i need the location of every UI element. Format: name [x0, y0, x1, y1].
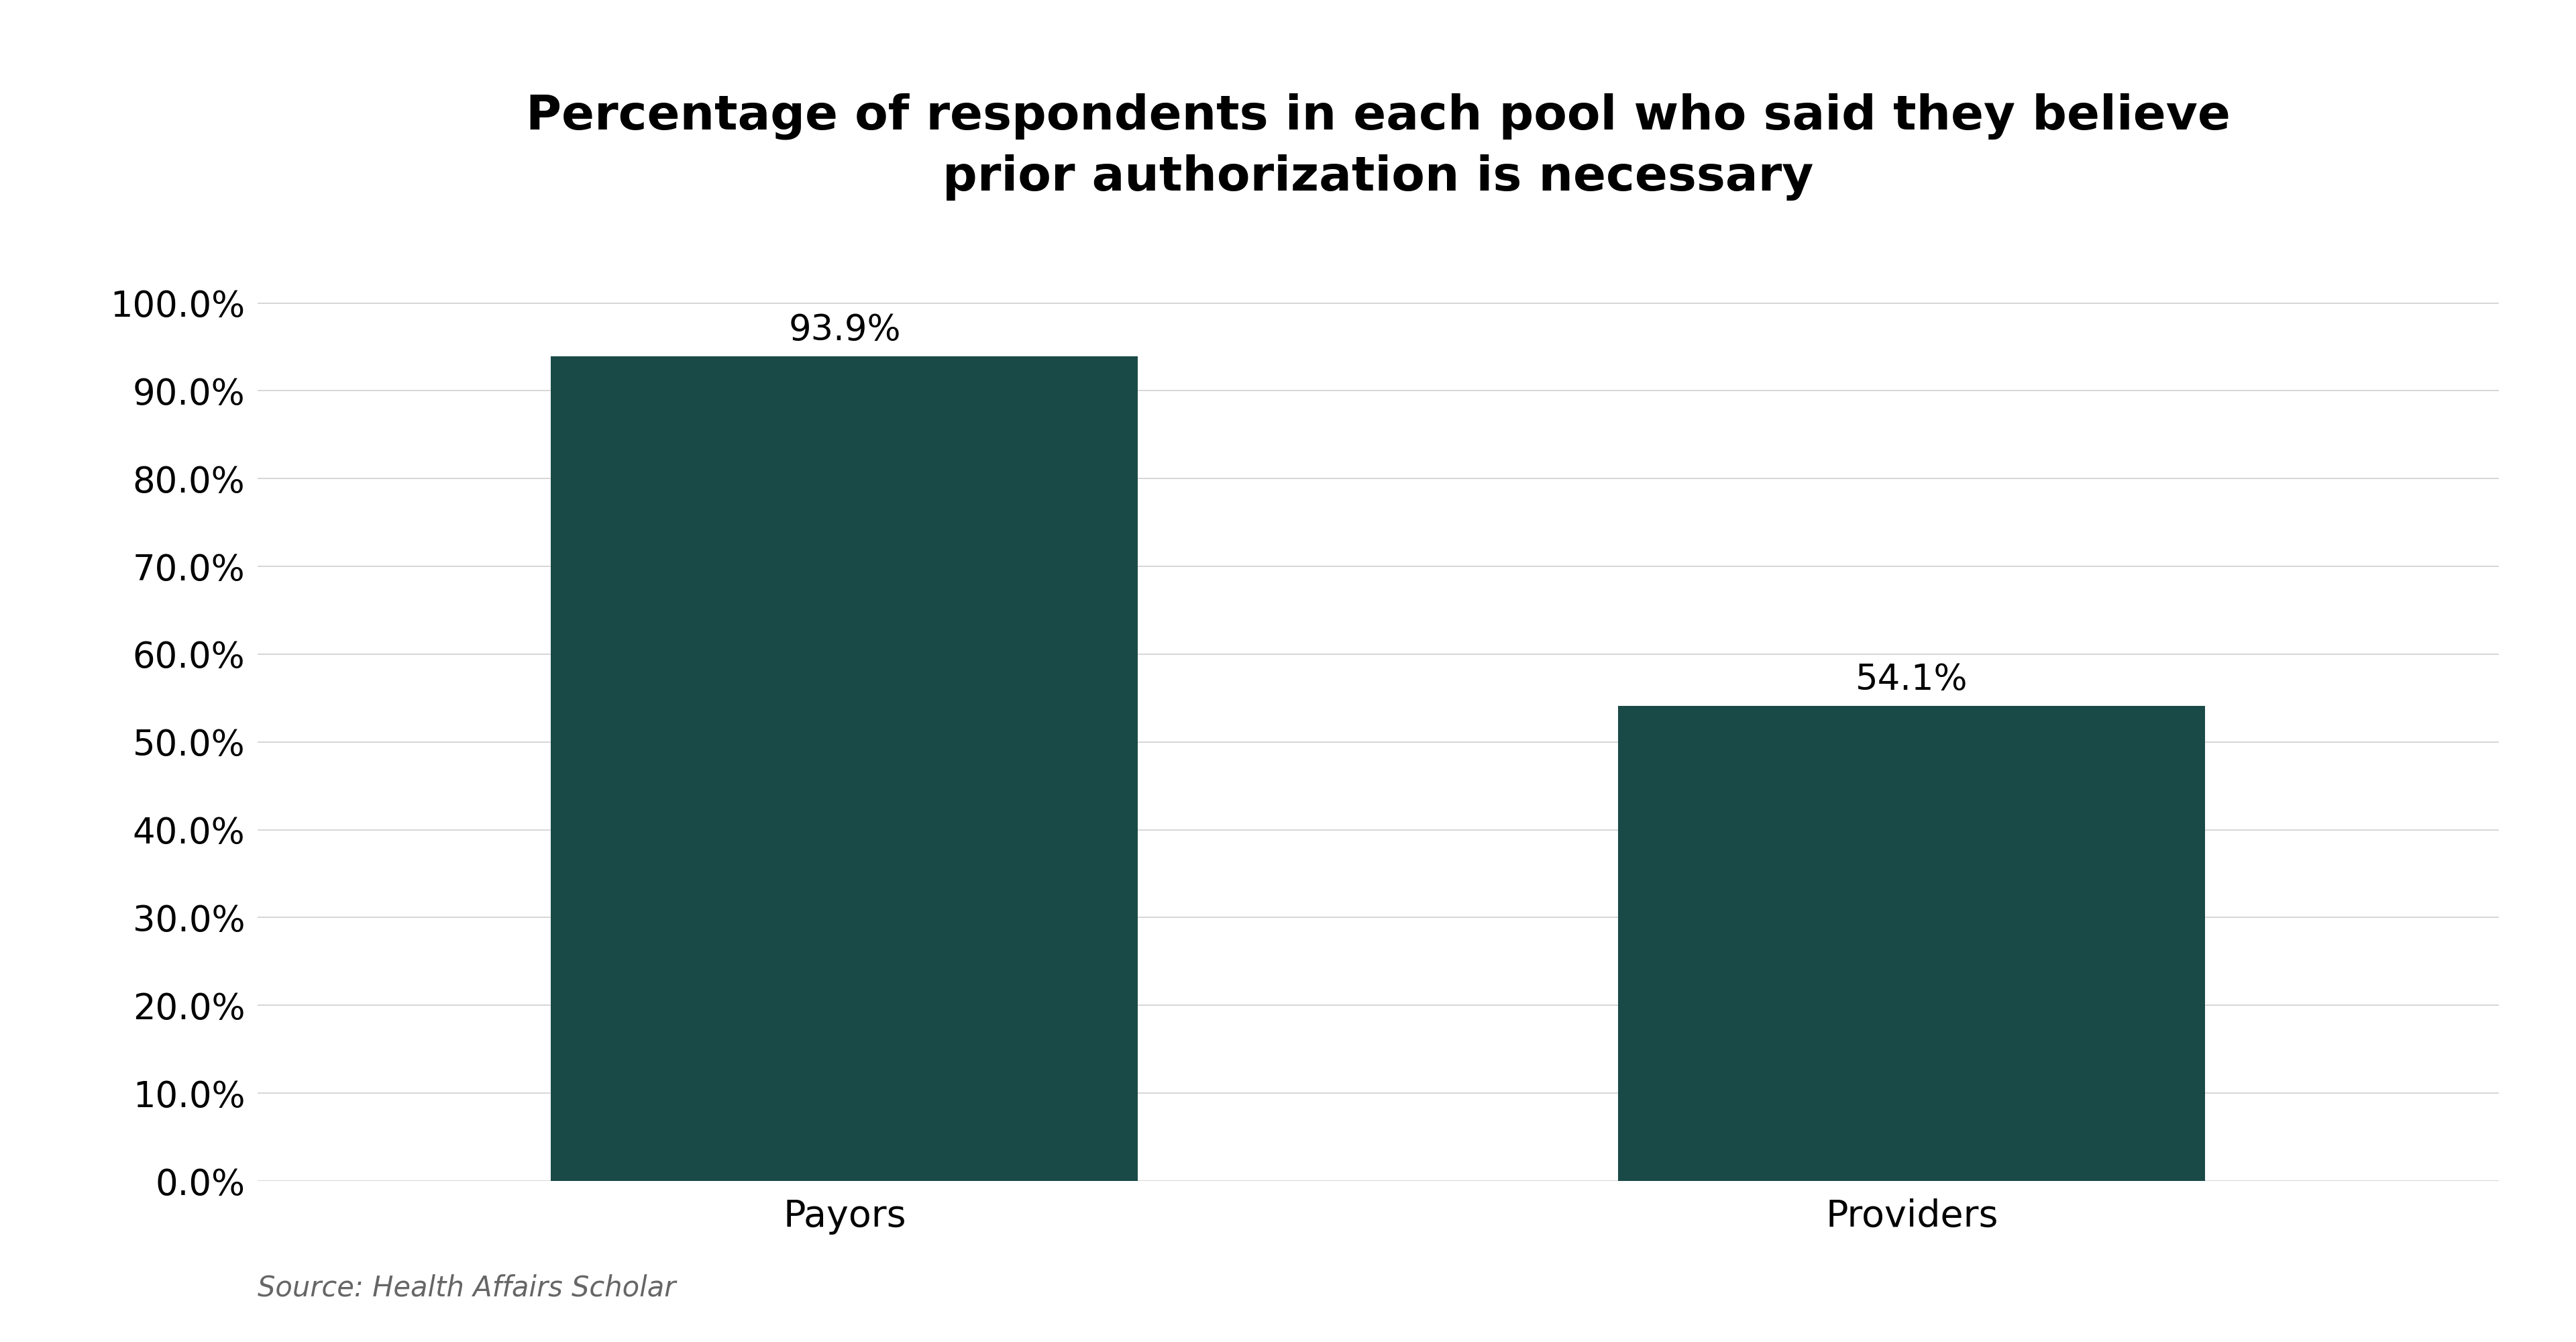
- Bar: [1618, 706, 2205, 1181]
- Text: Source: Health Affairs Scholar: Source: Health Affairs Scholar: [258, 1274, 675, 1302]
- Bar: [551, 357, 1139, 1181]
- Title: Percentage of respondents in each pool who said they believe
prior authorization: Percentage of respondents in each pool w…: [526, 93, 2231, 200]
- Text: 93.9%: 93.9%: [788, 313, 902, 348]
- Text: 54.1%: 54.1%: [1855, 663, 1968, 698]
